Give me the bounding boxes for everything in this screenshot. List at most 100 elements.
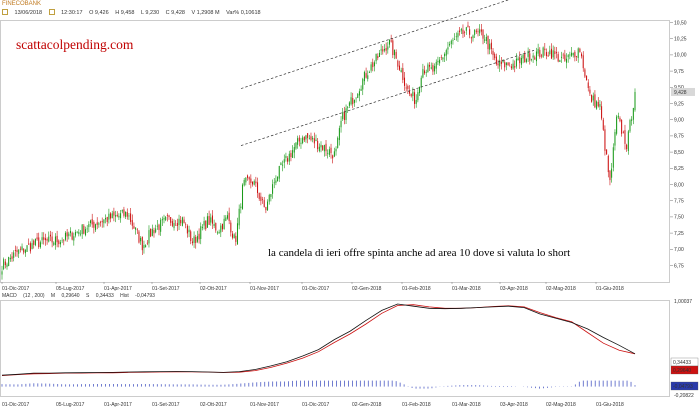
quote-line: 13/06/2018 12:30:17 O 9,426 H 9,458 L 9,… — [2, 9, 266, 16]
candle-body — [173, 223, 175, 229]
candle-body — [357, 94, 359, 98]
symbol-label: FINECOBANK — [2, 1, 42, 7]
candle-body — [133, 226, 135, 229]
candle-body — [272, 184, 274, 194]
candle-body — [362, 79, 364, 90]
candle-body — [263, 200, 265, 208]
candle-body — [36, 237, 38, 240]
candle-body — [429, 65, 431, 67]
macd-s-value: 0,34433 — [95, 293, 114, 299]
candle-body — [557, 54, 559, 62]
candle-body — [282, 164, 284, 166]
candle-body — [427, 64, 429, 73]
candle-body — [393, 49, 396, 56]
candle-body — [53, 242, 55, 245]
candle-body — [502, 60, 504, 62]
candle-body — [183, 219, 185, 223]
candle-body — [4, 261, 6, 266]
candle-body — [619, 117, 621, 122]
macd-x-tick-label: 05-Lug-2017 — [56, 402, 85, 408]
candle-body — [328, 149, 330, 155]
macd-x-tick-label: 01-Mar-2018 — [452, 402, 481, 408]
candle-body — [402, 68, 404, 80]
candle-body — [243, 179, 245, 186]
candle-body — [211, 215, 213, 224]
candle-body — [16, 249, 18, 253]
candle-body — [497, 63, 499, 66]
candle-body — [454, 38, 456, 40]
candle-body — [626, 144, 628, 150]
y-tick-label: 8,75 — [674, 134, 684, 140]
candle-body — [564, 54, 566, 61]
candle-body — [365, 73, 367, 78]
candle-body — [90, 220, 92, 224]
candle-body — [295, 142, 297, 149]
candle-body — [171, 221, 173, 226]
candle-body — [584, 69, 586, 77]
candle-body — [452, 39, 454, 41]
candle-body — [581, 53, 583, 57]
candle-body — [68, 233, 70, 237]
candle-body — [33, 240, 35, 245]
candle-body — [193, 236, 195, 243]
candle-body — [582, 55, 584, 69]
candle-body — [145, 245, 147, 248]
x-tick-label: 01-Mar-2018 — [452, 286, 481, 292]
candle-body — [24, 249, 26, 254]
quote-low: L 9,230 — [140, 10, 160, 16]
candle-body — [542, 47, 544, 57]
candle-body — [46, 239, 48, 241]
candle-body — [205, 220, 207, 230]
candle-body — [621, 119, 623, 134]
candle-body — [76, 231, 78, 233]
candle-body — [445, 50, 447, 56]
candle-body — [492, 50, 494, 56]
candle-body — [576, 56, 578, 57]
candle-body — [245, 177, 247, 183]
candle-body — [335, 148, 337, 152]
candle-body — [487, 35, 489, 50]
candle-body — [156, 225, 158, 227]
candle-body — [290, 153, 292, 158]
candle-body — [525, 59, 527, 62]
y-tick-label: 9,75 — [674, 69, 684, 75]
calendar-icon — [2, 9, 8, 15]
candle-body — [200, 226, 202, 239]
y-tick-label: 6,75 — [674, 263, 684, 269]
candle-body — [350, 97, 352, 105]
candle-body — [116, 214, 118, 217]
candle-body — [382, 49, 384, 52]
candle-body — [455, 36, 457, 38]
candle-body — [348, 102, 350, 106]
candle-body — [589, 89, 591, 94]
candle-body — [494, 53, 496, 59]
y-tick-label: 8,00 — [674, 182, 684, 188]
candle-body — [474, 29, 476, 35]
candle-body — [472, 35, 474, 39]
candle-body — [160, 219, 162, 232]
y-tick-label: 8,50 — [674, 150, 684, 156]
x-tick-label: 03-Apr-2018 — [500, 286, 528, 292]
candle-body — [484, 39, 486, 41]
candle-body — [627, 131, 629, 151]
macd-x-tick-label: 02-Gen-2018 — [352, 402, 382, 408]
candle-body — [587, 82, 589, 89]
candle-body — [315, 139, 317, 141]
candle-body — [8, 257, 10, 266]
candle-body — [120, 213, 122, 219]
candle-body — [370, 64, 372, 71]
candle-body — [64, 232, 66, 240]
candle-body — [320, 144, 322, 148]
candle-body — [422, 69, 424, 78]
candle-body — [43, 237, 45, 240]
macd-x-tick-label: 02-Ott-2017 — [200, 402, 227, 408]
candle-body — [235, 235, 237, 242]
candle-body — [13, 252, 15, 258]
candle-body — [176, 222, 178, 226]
candle-body — [417, 92, 419, 101]
candle-body — [375, 53, 377, 62]
candle-body — [143, 245, 145, 249]
candle-body — [96, 222, 98, 225]
candle-body — [634, 91, 636, 111]
